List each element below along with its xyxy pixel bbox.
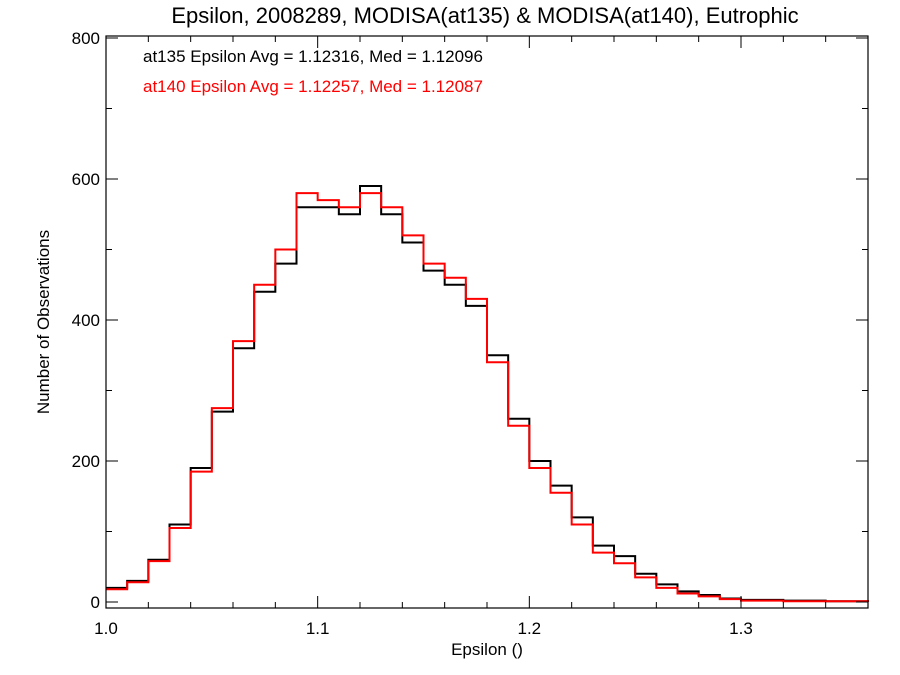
y-tick-label-4: 800 — [72, 29, 100, 48]
annotation-at135: at135 Epsilon Avg = 1.12316, Med = 1.120… — [143, 47, 483, 66]
annotation-at140: at140 Epsilon Avg = 1.12257, Med = 1.120… — [143, 77, 483, 96]
y-tick-label-0: 0 — [91, 593, 100, 612]
y-axis-label: Number of Observations — [34, 230, 53, 414]
y-axis: 0 200 400 600 800 — [72, 29, 868, 612]
x-tick-label-1: 1.1 — [306, 619, 330, 638]
series-0-line — [106, 185, 869, 603]
series-layer — [105, 185, 869, 603]
series-1-line — [106, 192, 869, 603]
x-tick-label-3: 1.3 — [729, 619, 753, 638]
chart-title: Epsilon, 2008289, MODISA(at135) & MODISA… — [171, 3, 798, 28]
y-tick-label-3: 600 — [72, 170, 100, 189]
y-tick-label-2: 400 — [72, 311, 100, 330]
x-tick-label-2: 1.2 — [518, 619, 542, 638]
series-1 — [105, 192, 869, 603]
x-axis-label: Epsilon () — [451, 640, 523, 659]
x-tick-label-0: 1.0 — [94, 619, 118, 638]
x-axis: 1.0 1.1 1.2 1.3 — [94, 36, 827, 638]
y-tick-label-1: 200 — [72, 452, 100, 471]
series-0 — [105, 185, 869, 603]
